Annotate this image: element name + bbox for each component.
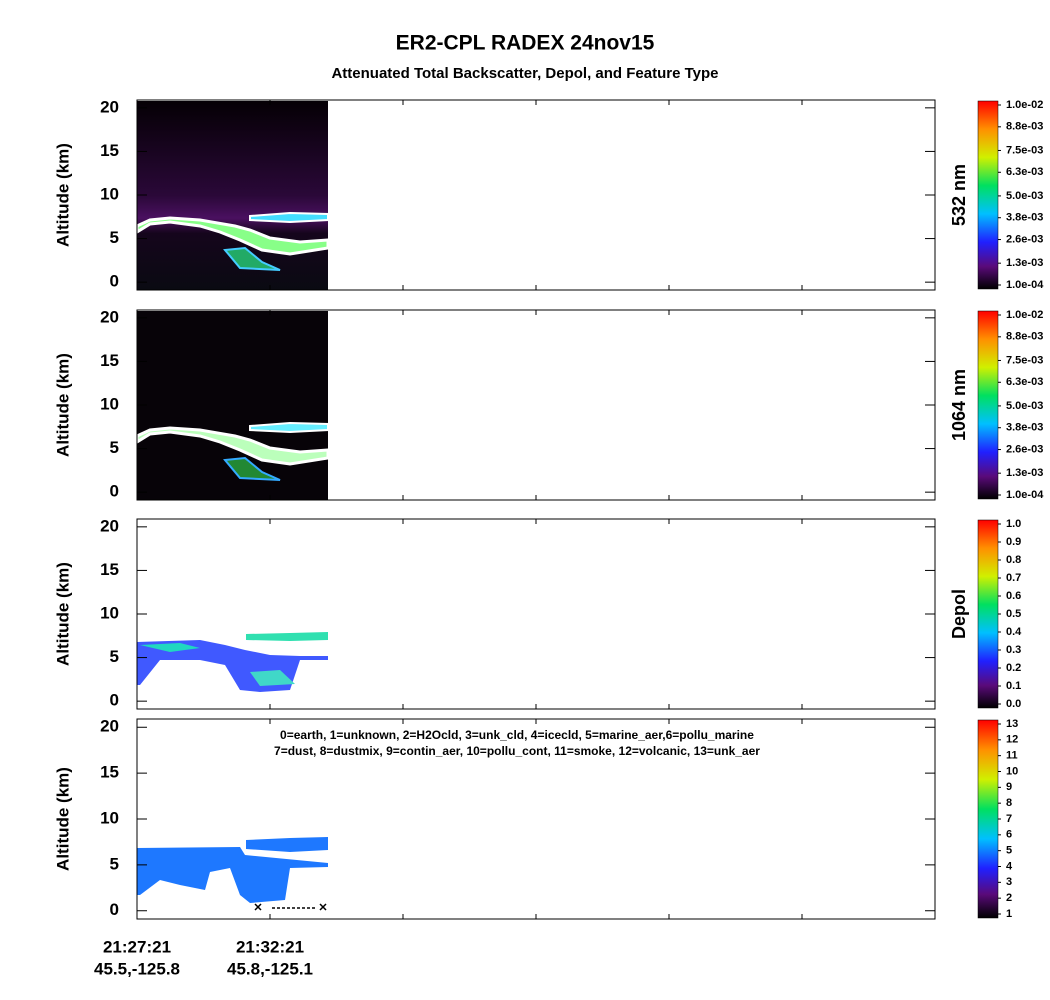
y-axis-label: Altitude (km) (53, 143, 72, 247)
colorbar-tick-label: 1.0e-04 (1006, 489, 1044, 501)
y-tick-label: 5 (110, 854, 119, 873)
colorbar-tick-label: 5.0e-03 (1006, 190, 1043, 202)
colorbar-tick-label: 0.5 (1006, 608, 1021, 620)
colorbar-tick-label: 5.0e-03 (1006, 400, 1043, 412)
colorbar-tick-label: 5 (1006, 845, 1012, 857)
y-tick-label: 0 (110, 272, 119, 291)
curtain-feature (137, 837, 328, 911)
colorbar-tick-label: 6 (1006, 829, 1012, 841)
y-tick-label: 0 (110, 482, 119, 501)
x-tick-label: 21:32:21 (236, 937, 304, 956)
colorbar-tick-label: 10 (1006, 765, 1018, 777)
colorbar-tick-label: 1.0e-04 (1006, 279, 1044, 291)
colorbar-tick-label: 0.3 (1006, 644, 1021, 656)
colorbar (977, 100, 999, 290)
colorbar-tick-label: 1 (1006, 908, 1012, 920)
colorbar-tick-label: 7.5e-03 (1006, 144, 1043, 156)
colorbar-tick-label: 4 (1006, 860, 1013, 872)
y-tick-label: 20 (100, 516, 119, 535)
y-tick-label: 15 (100, 351, 119, 370)
colorbar-tick-label: 0.1 (1006, 680, 1021, 692)
y-tick-label: 5 (110, 647, 119, 666)
colorbar-tick-label: 0.6 (1006, 590, 1021, 602)
subtitle: Attenuated Total Backscatter, Depol, and… (331, 65, 718, 82)
x-tick-label: 21:27:21 (103, 937, 171, 956)
colorbar-tick-label: 3 (1006, 876, 1012, 888)
curtain-1064 (135, 311, 330, 500)
y-tick-label: 10 (100, 394, 119, 413)
colorbar-tick-label: 6.3e-03 (1006, 376, 1043, 388)
colorbar-tick-label: 1.3e-03 (1006, 467, 1043, 479)
y-axis-label: Altitude (km) (53, 562, 72, 666)
colorbar-tick-label: 11 (1006, 750, 1018, 762)
colorbar-tick-label: 2 (1006, 892, 1012, 904)
colorbar-tick-label: 9 (1006, 781, 1012, 793)
y-tick-label: 15 (100, 560, 119, 579)
title: ER2-CPL RADEX 24nov15 (396, 32, 655, 55)
y-tick-label: 20 (100, 307, 119, 326)
curtain-depol (137, 632, 328, 692)
colorbar-tick-label: 7 (1006, 813, 1012, 825)
colorbar-tick-label: 2.6e-03 (1006, 233, 1043, 245)
colorbar-label: 532 nm (949, 164, 969, 226)
colorbar-tick-label: 0.2 (1006, 662, 1021, 674)
colorbar-tick-label: 0.0 (1006, 698, 1021, 710)
y-tick-label: 10 (100, 603, 119, 622)
colorbar-tick-label: 1.0e-02 (1006, 99, 1043, 111)
colorbar-tick-label: 12 (1006, 734, 1018, 746)
colorbar-tick-label: 0.7 (1006, 572, 1021, 584)
colorbar-tick-label: 3.8e-03 (1006, 422, 1043, 434)
colorbar-label: Depol (949, 589, 969, 639)
y-tick-label: 5 (110, 438, 119, 457)
colorbar-tick-label: 1.0 (1006, 518, 1021, 530)
colorbar (977, 719, 999, 919)
colorbar-tick-label: 0.4 (1006, 626, 1022, 638)
legend-line: 0=earth, 1=unknown, 2=H2Ocld, 3=unk_cld,… (280, 728, 754, 742)
colorbar-tick-label: 1.0e-02 (1006, 309, 1043, 321)
y-tick-label: 10 (100, 808, 119, 827)
y-tick-label: 0 (110, 900, 119, 919)
y-tick-label: 20 (100, 97, 119, 116)
y-axis-label: Altitude (km) (53, 353, 72, 457)
y-tick-label: 10 (100, 184, 119, 203)
colorbar-tick-label: 6.3e-03 (1006, 166, 1043, 178)
y-tick-label: 5 (110, 228, 119, 247)
colorbar (977, 310, 999, 500)
colorbar-tick-label: 8 (1006, 797, 1012, 809)
y-tick-label: 15 (100, 763, 119, 782)
colorbar-tick-label: 3.8e-03 (1006, 212, 1043, 224)
colorbar (977, 519, 999, 709)
colorbar-tick-label: 7.5e-03 (1006, 354, 1043, 366)
colorbar-tick-label: 1.3e-03 (1006, 257, 1043, 269)
y-tick-label: 0 (110, 691, 119, 710)
colorbar-tick-label: 0.8 (1006, 554, 1021, 566)
y-tick-label: 20 (100, 717, 119, 736)
colorbar-tick-label: 8.8e-03 (1006, 331, 1043, 343)
curtain-532 (135, 101, 330, 290)
colorbar-tick-label: 0.9 (1006, 536, 1021, 548)
y-axis-label: Altitude (km) (53, 767, 72, 871)
x-tick-label: 45.8,-125.1 (227, 959, 313, 978)
colorbar-tick-label: 13 (1006, 718, 1018, 730)
legend-line: 7=dust, 8=dustmix, 9=contin_aer, 10=poll… (274, 744, 760, 758)
colorbar-tick-label: 8.8e-03 (1006, 121, 1043, 133)
colorbar-tick-label: 2.6e-03 (1006, 443, 1043, 455)
colorbar-label: 1064 nm (949, 369, 969, 441)
y-tick-label: 15 (100, 141, 119, 160)
x-tick-label: 45.5,-125.8 (94, 959, 180, 978)
